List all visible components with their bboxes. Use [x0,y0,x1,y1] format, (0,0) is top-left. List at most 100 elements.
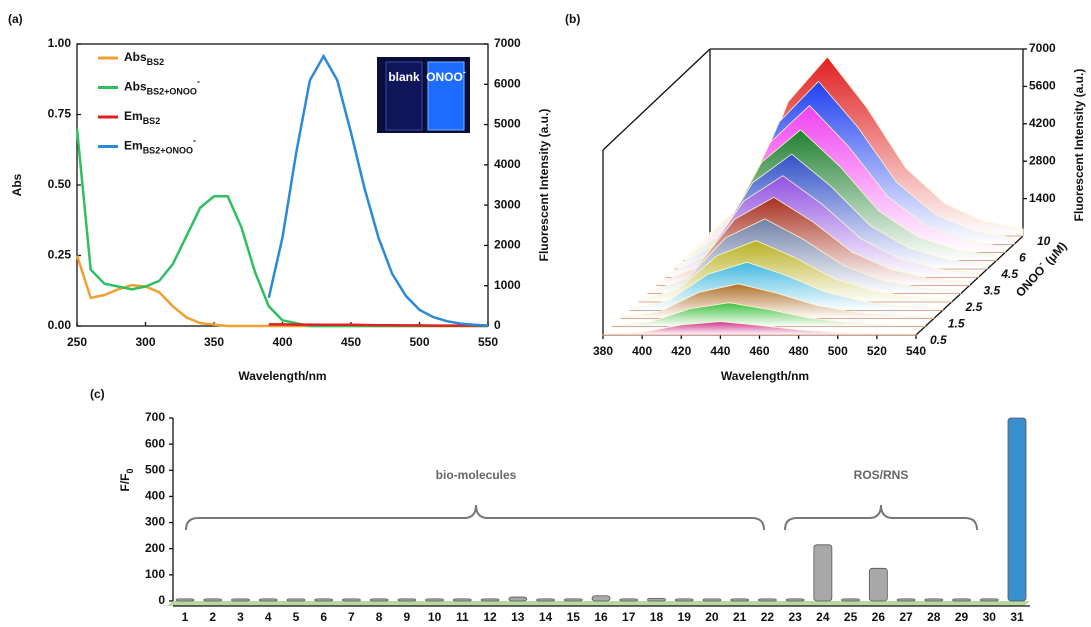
bar [730,598,750,602]
x-tick-label: 500 [409,335,429,349]
bar [1007,417,1027,602]
x-tick-label: 22 [761,610,775,624]
x-tick-label: 7 [348,610,355,624]
legend-label: EmBS2 [124,109,160,126]
legend-label: AbsBS2 [124,50,164,67]
z-tick-label: 6 [1019,251,1026,265]
bar [702,598,722,602]
x-tick-label: 9 [404,610,411,624]
inset-label-part: ONOO [426,70,463,84]
x-tick-label: 440 [710,344,730,358]
y-tick-label: 1400 [1029,191,1056,205]
bar [758,598,777,602]
inset-label-part: - [463,67,466,77]
z-tick-label: 2.5 [965,300,983,314]
legend-label-part: BS2 [147,57,165,67]
inset-photo [377,57,470,133]
inset-label: ONOO- [426,67,466,84]
y-tick-label: 700 [145,410,165,424]
brace [185,504,765,531]
legend-label: AbsBS2+ONOO- [124,77,200,97]
y2-tick-label: 2000 [494,238,521,252]
x-tick-label: 13 [511,610,525,624]
y-tick-label: 1.00 [48,36,72,50]
x-tick-label: 5 [293,610,300,624]
y-tick-label: 400 [145,489,165,503]
legend-label-part: Em [124,139,143,153]
z-tick-label: 0.5 [930,333,947,347]
bar [647,597,666,602]
bar [563,598,583,602]
y-axis-label-part: F/F [118,474,132,492]
y2-axis-label: Fluorescent Intensity (a.u.) [537,109,551,262]
x-tick-label: 380 [593,344,613,358]
x-tick-label: 16 [594,610,608,624]
y2-tick-label: 6000 [494,76,521,90]
x-tick-label: 420 [671,344,691,358]
x-tick-label: 2 [209,610,216,624]
bar [924,598,944,602]
x-tick-label: 3 [237,610,244,624]
y-tick-label: 4200 [1029,116,1056,130]
bar [979,598,999,602]
x-tick-label: 460 [749,344,769,358]
y-axis-label: F/F0 [118,468,135,491]
bar [619,598,639,602]
bar [452,598,472,602]
bar [868,567,888,602]
x-tick-label: 26 [872,610,886,624]
bar [508,596,528,602]
x-tick-label: 500 [828,344,848,358]
z-tick-label: 4.5 [1000,267,1018,281]
floor [167,601,1030,606]
y2-tick-label: 0 [494,318,501,332]
x-tick-label: 30 [983,610,997,624]
z-tick-label: 3.5 [984,284,1001,298]
axis-frame [602,48,711,151]
x-tick-label: 21 [733,610,747,624]
y-tick-label: 200 [145,541,165,555]
annotation: ROS/RNS [854,468,909,482]
z-tick-label: 10 [1037,234,1051,248]
x-tick-label: 520 [867,344,887,358]
y2-tick-label: 5000 [494,117,521,131]
x-tick-label: 350 [204,335,224,349]
x-tick-label: 400 [272,335,292,349]
y-tick-label: 0.00 [48,318,72,332]
x-tick-label: 27 [899,610,913,624]
x-tick-label: 450 [341,335,361,349]
y2-tick-label: 7000 [494,36,521,50]
x-tick-label: 540 [906,344,926,358]
legend-label-part: BS2+ONOO [143,146,193,156]
x-tick-label: 29 [955,610,969,624]
y-tick-label: 0.50 [48,177,72,191]
x-tick-label: 15 [567,610,581,624]
bar [536,598,555,602]
x-tick-label: 24 [816,610,830,624]
bar [369,598,389,602]
bar [591,595,611,602]
legend-label: EmBS2+ONOO- [124,136,196,156]
bar [813,544,833,602]
x-tick-label: 12 [483,610,497,624]
legend-label-part: Abs [124,50,147,64]
x-tick-label: 28 [927,610,941,624]
legend-label-part: Abs [124,80,147,94]
bar [341,598,361,602]
y-tick-label: 7000 [1029,41,1056,55]
x-tick-label: 550 [478,335,498,349]
y-tick-label: 600 [145,436,165,450]
z-axis-label-part: - [1036,259,1045,268]
brace [784,504,978,531]
x-tick-label: 8 [376,610,383,624]
z-axis-label-part: ONOO [1013,263,1048,300]
y2-tick-label: 4000 [494,157,521,171]
data-line [75,128,488,328]
panel-label: (a) [8,12,23,26]
bar [175,598,195,602]
bar [480,598,500,602]
x-tick-label: 250 [67,335,87,349]
y-tick-label: 500 [145,462,165,476]
bar [397,598,417,602]
